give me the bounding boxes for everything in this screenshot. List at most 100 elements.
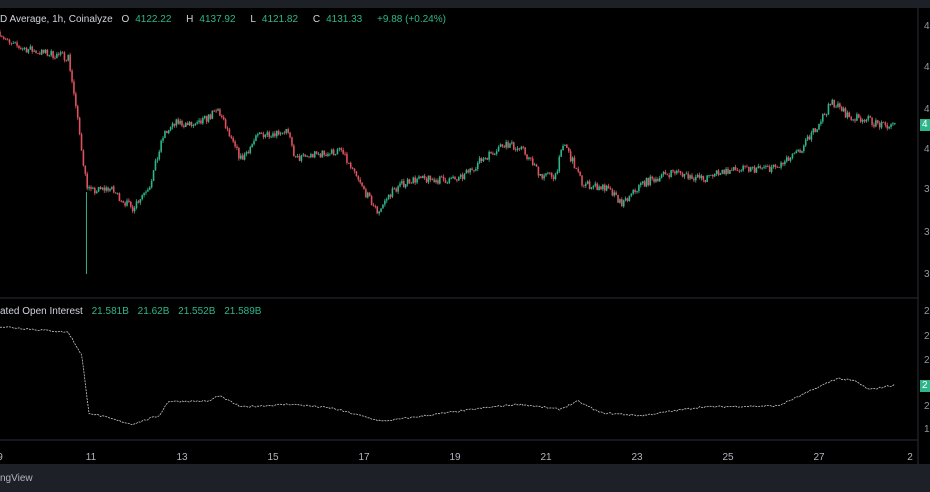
candle-body (537, 166, 540, 176)
candle-body (397, 186, 399, 192)
candle-body (753, 166, 756, 173)
candle-body (217, 109, 219, 111)
candle-body (742, 165, 744, 171)
candle-body (302, 154, 305, 156)
candle-body (76, 106, 79, 118)
candle-body (660, 174, 663, 178)
candle-body (839, 103, 841, 107)
candle-body (730, 169, 733, 171)
candle-body (486, 158, 489, 160)
candle-body (370, 195, 373, 206)
candle-body (799, 149, 801, 153)
candle-body (361, 182, 363, 186)
candle-body (327, 154, 329, 157)
candle-body (114, 192, 117, 194)
candle-body (505, 142, 507, 148)
candle-body (440, 176, 443, 178)
candle-body (16, 42, 18, 46)
candle-body (643, 181, 646, 187)
candle-body (461, 174, 464, 180)
open-label: O (121, 14, 130, 25)
footer-bar: ngView (0, 464, 930, 492)
chart-canvas[interactable] (0, 8, 930, 464)
candle-body (399, 183, 401, 187)
candle-body (808, 136, 811, 140)
candle-body (746, 166, 748, 168)
candle-body (372, 205, 375, 207)
candle-body (689, 175, 691, 179)
candle-body (232, 137, 234, 142)
candle-body (6, 39, 9, 41)
candle-body (308, 156, 310, 158)
candle-body (80, 134, 83, 151)
candle-body (876, 120, 879, 123)
candle-body (846, 112, 849, 118)
candle-body (389, 194, 392, 197)
candle-body (439, 176, 441, 184)
price-tick-label: 4 (924, 104, 930, 115)
candle-body (698, 174, 701, 179)
candle-body (804, 139, 807, 146)
candle-body (516, 148, 519, 151)
candle-body (831, 99, 834, 105)
candle-body (702, 175, 705, 180)
candle-body (243, 154, 246, 160)
candle-body (148, 187, 151, 190)
candle-body (224, 119, 227, 129)
candle-body (420, 176, 422, 179)
candle-body (48, 55, 51, 57)
candle-body (194, 123, 197, 126)
candle-body (744, 165, 746, 167)
candle-body (816, 129, 818, 133)
candle-body (135, 201, 138, 209)
candle-body (21, 48, 24, 50)
candle-body (814, 128, 817, 133)
candle-body (418, 176, 420, 179)
candle-body (704, 179, 707, 182)
candle-body (865, 119, 868, 122)
candle-body (467, 170, 470, 173)
candle-body (406, 179, 409, 185)
candle-body (615, 192, 617, 195)
candle-body (550, 172, 553, 177)
candle-body (152, 170, 155, 182)
candle-body (380, 208, 382, 212)
candle-body (484, 158, 487, 160)
candle-body (363, 185, 365, 190)
oi-tick-label: 2 (924, 331, 930, 342)
candle-body (621, 199, 623, 207)
oi-title: ated Open Interest (0, 306, 83, 317)
candle-body (65, 60, 68, 61)
candle-body (321, 150, 324, 158)
candle-body (270, 136, 272, 138)
candle-body (575, 168, 578, 169)
candle-body (622, 200, 625, 207)
candle-body (856, 114, 858, 121)
candle-body (475, 169, 477, 171)
candle-body (696, 174, 699, 177)
candle-body (613, 192, 616, 196)
candle-body (715, 170, 718, 175)
candle-body (359, 179, 362, 183)
candle-body (260, 132, 263, 134)
candle-body (782, 162, 784, 165)
candle-body (685, 173, 688, 175)
candle-body (203, 116, 206, 118)
candle-body (495, 151, 498, 154)
candle-body (687, 173, 689, 179)
candle-body (86, 173, 89, 189)
candle-body (770, 167, 773, 172)
candle-body (892, 123, 894, 125)
candle-body (844, 108, 847, 118)
candle-body (603, 184, 606, 191)
candle-body (71, 70, 73, 82)
candle-body (258, 132, 261, 135)
candle-body (241, 155, 244, 160)
candle-body (304, 154, 307, 157)
candle-body (785, 157, 788, 162)
time-tick-label: 27 (813, 452, 825, 463)
candle-body (78, 117, 81, 135)
candle-body (164, 131, 166, 138)
candle-body (719, 173, 722, 175)
candle-body (425, 178, 428, 183)
